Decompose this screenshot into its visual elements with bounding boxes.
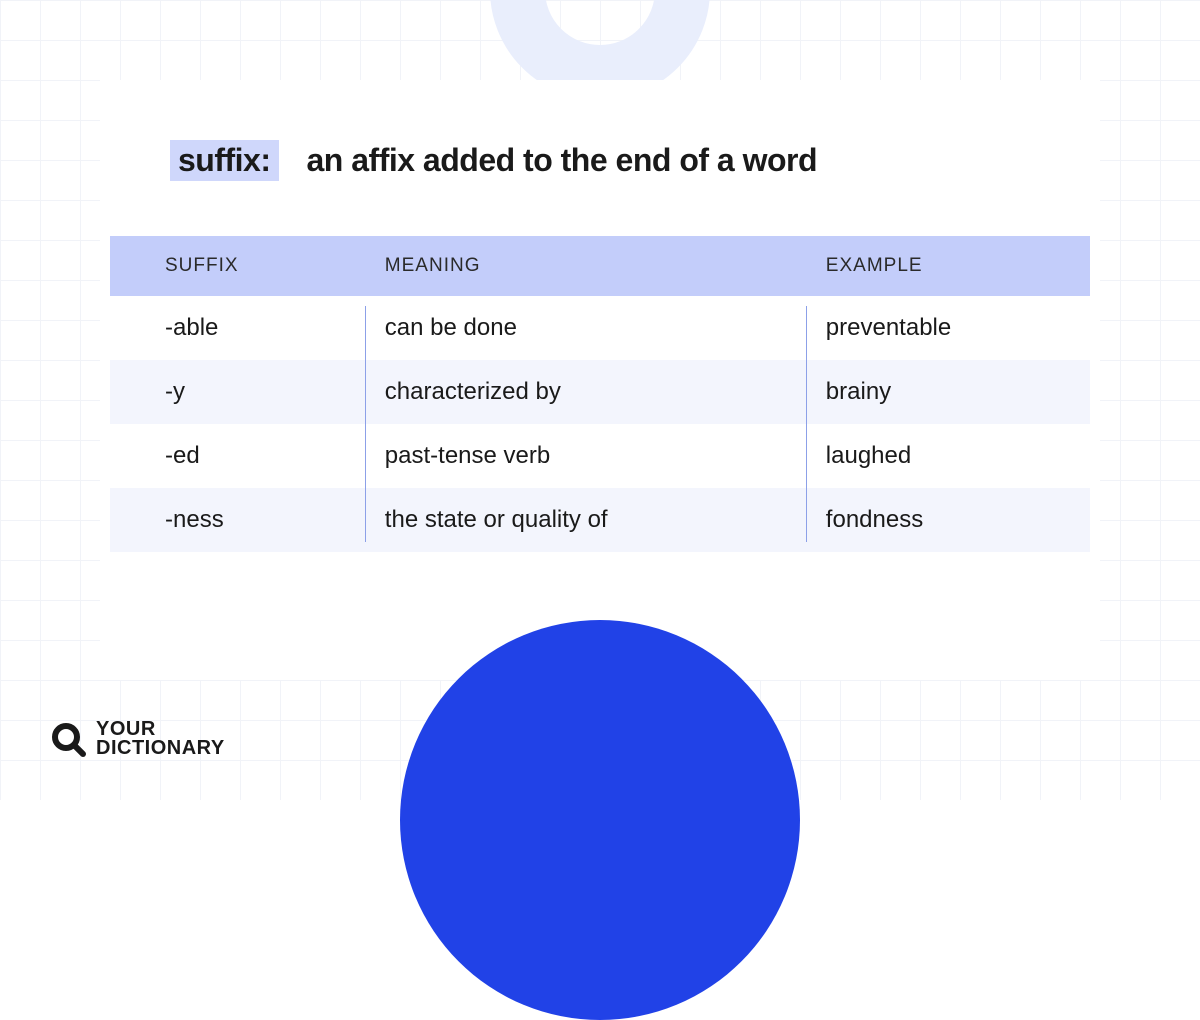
cell-example: brainy <box>806 378 1090 406</box>
logo: YOUR DICTIONARY <box>50 720 225 758</box>
cell-example: laughed <box>806 442 1090 470</box>
table-row: -ness the state or quality of fondness <box>110 488 1090 552</box>
cell-suffix: -y <box>110 378 365 406</box>
table-body: -able can be done preventable -y charact… <box>110 296 1090 552</box>
th-example: EXAMPLE <box>806 255 1090 277</box>
th-suffix: SUFFIX <box>110 255 365 277</box>
term-label: suffix: <box>170 140 279 181</box>
table-row: -y characterized by brainy <box>110 360 1090 424</box>
suffix-table: SUFFIX MEANING EXAMPLE -able can be done… <box>110 236 1090 552</box>
content-area: suffix: an affix added to the end of a w… <box>0 0 1200 800</box>
definition-text: an affix added to the end of a word <box>307 142 818 179</box>
cell-meaning: the state or quality of <box>365 506 806 534</box>
definition-row: suffix: an affix added to the end of a w… <box>110 140 1090 181</box>
table-row: -able can be done preventable <box>110 296 1090 360</box>
cell-meaning: characterized by <box>365 378 806 406</box>
col-divider-2 <box>806 306 807 542</box>
cell-meaning: can be done <box>365 314 806 342</box>
table-header: SUFFIX MEANING EXAMPLE <box>110 236 1090 296</box>
logo-icon <box>50 721 86 757</box>
th-meaning: MEANING <box>365 255 806 277</box>
cell-meaning: past-tense verb <box>365 442 806 470</box>
col-divider-1 <box>365 306 366 542</box>
table-row: -ed past-tense verb laughed <box>110 424 1090 488</box>
cell-suffix: -ness <box>110 506 365 534</box>
cell-suffix: -ed <box>110 442 365 470</box>
cell-example: preventable <box>806 314 1090 342</box>
logo-text: YOUR DICTIONARY <box>96 720 225 758</box>
cell-suffix: -able <box>110 314 365 342</box>
logo-line2: DICTIONARY <box>96 739 225 758</box>
cell-example: fondness <box>806 506 1090 534</box>
